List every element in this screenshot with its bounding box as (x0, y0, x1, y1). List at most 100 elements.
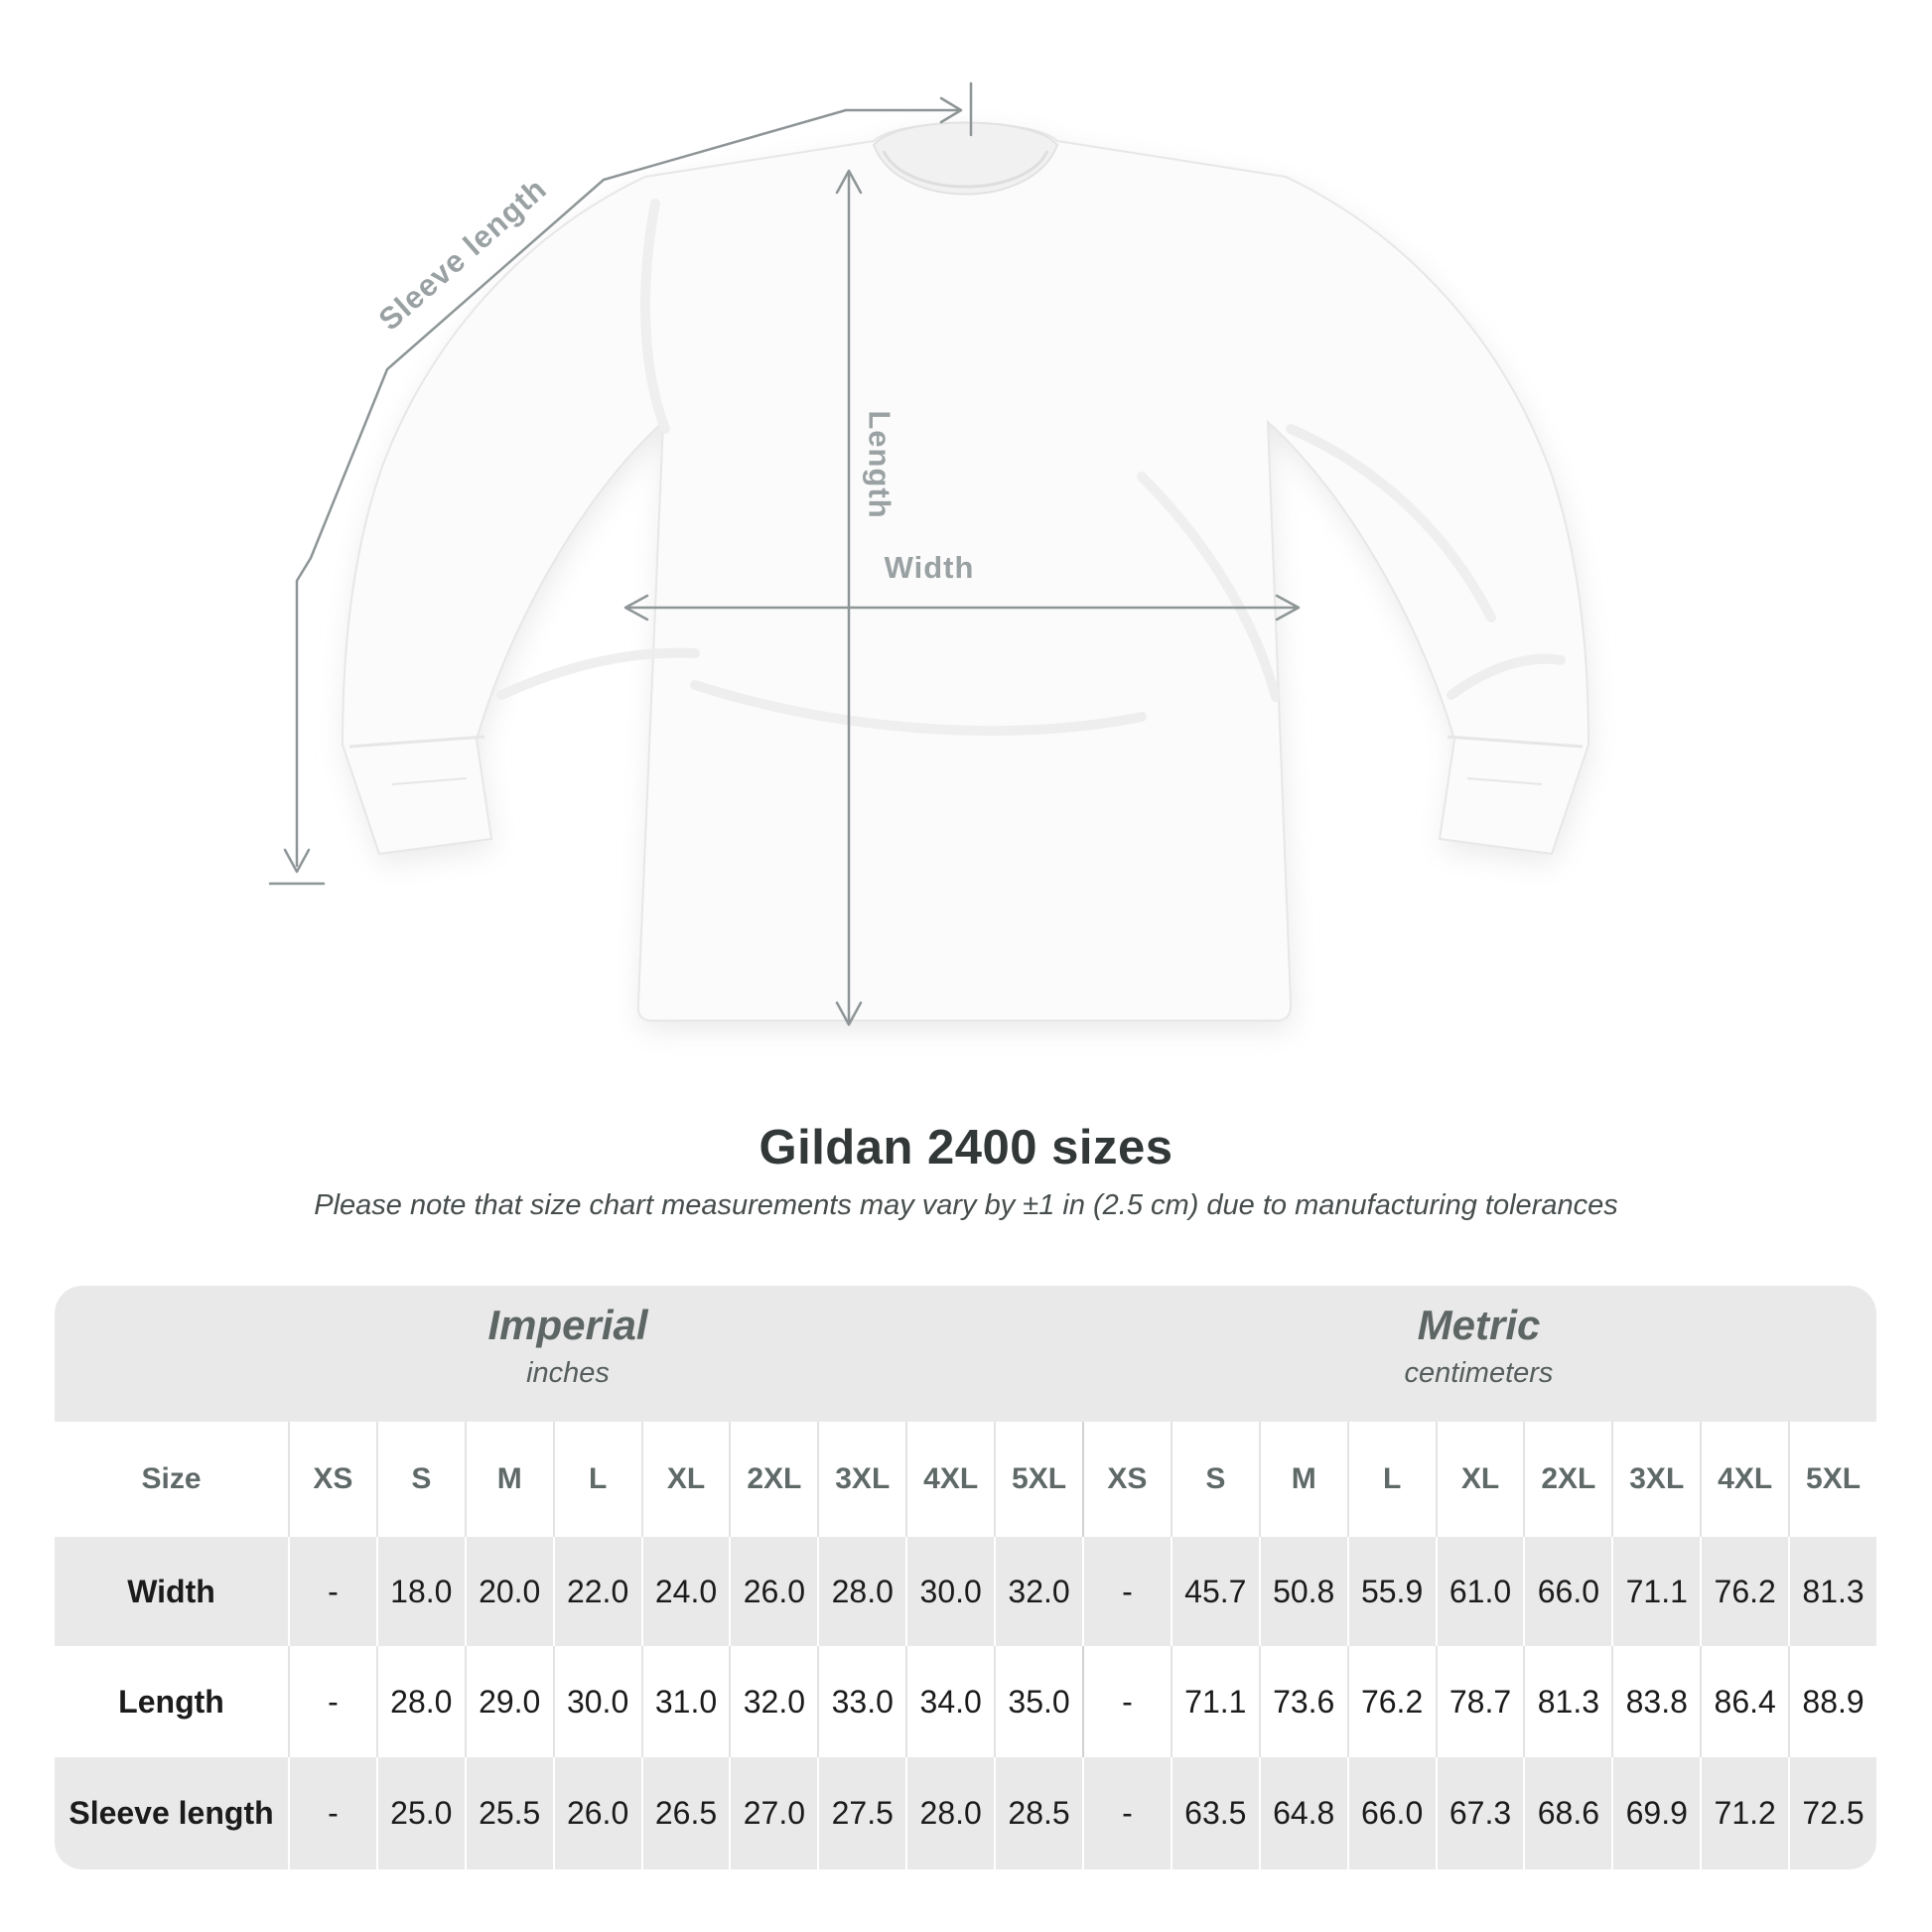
table-cell: 76.2 (1346, 1646, 1436, 1757)
table-cell: 66.0 (1523, 1537, 1612, 1646)
table-row-width: Width - 18.0 20.0 22.0 24.0 26.0 28.0 30… (55, 1537, 1876, 1646)
table-cell: 81.3 (1523, 1646, 1611, 1757)
table-cell: 28.0 (817, 1537, 906, 1646)
cuff-seams (348, 735, 1584, 785)
row-label: Sleeve length (55, 1757, 288, 1869)
size-col-header: 2XL (729, 1422, 817, 1537)
metric-unit-sub: centimeters (1404, 1357, 1554, 1389)
size-col-header: M (1258, 1422, 1347, 1537)
table-cell: - (288, 1537, 376, 1646)
size-col-header: XS (1081, 1422, 1171, 1537)
table-cell: 27.0 (729, 1757, 818, 1869)
size-col-header: 4XL (905, 1422, 994, 1537)
table-cell: 68.6 (1523, 1757, 1612, 1869)
imperial-unit-name: Imperial (487, 1302, 648, 1348)
table-cell: 71.1 (1611, 1537, 1701, 1646)
sleeve-measure-line (295, 108, 848, 868)
table-cell: 78.7 (1435, 1646, 1524, 1757)
table-cell: 63.5 (1170, 1757, 1259, 1869)
size-col-header: 3XL (817, 1422, 905, 1537)
table-cell: 32.0 (994, 1537, 1082, 1646)
table-row-length: Length - 28.0 29.0 30.0 31.0 32.0 33.0 3… (55, 1646, 1876, 1757)
shirt-folds (496, 199, 1566, 736)
size-col-header: XS (288, 1422, 376, 1537)
size-col-header: 5XL (1788, 1422, 1876, 1537)
metric-unit-group: Metric centimeters (1081, 1302, 1876, 1390)
table-cell: 30.0 (905, 1537, 995, 1646)
table-cell: 22.0 (552, 1537, 641, 1646)
size-col-header: 5XL (994, 1422, 1082, 1537)
table-cell: 50.8 (1258, 1537, 1347, 1646)
table-cell: 83.8 (1611, 1646, 1700, 1757)
size-col-header: S (375, 1422, 465, 1537)
row-label: Width (55, 1537, 288, 1646)
table-cell: 26.5 (640, 1757, 730, 1869)
width-measure-left-arrow (623, 594, 649, 621)
table-cell: 88.9 (1788, 1646, 1876, 1757)
table-cell: - (288, 1757, 376, 1869)
measure-lines (268, 81, 1301, 1027)
table-cell: 30.0 (552, 1646, 641, 1757)
table-cell: 24.0 (640, 1537, 730, 1646)
table-cell: 28.0 (375, 1646, 465, 1757)
size-col-header: L (1346, 1422, 1436, 1537)
shirt-collar (872, 121, 1059, 196)
table-cell: 35.0 (994, 1646, 1082, 1757)
width-measure-right-arrow (1275, 594, 1301, 621)
table-cell: 25.0 (375, 1757, 465, 1869)
table-cell: 64.8 (1258, 1757, 1347, 1869)
size-header-label: Size (141, 1462, 202, 1495)
collar-rib-seam (882, 150, 1049, 189)
table-cell: - (288, 1646, 376, 1757)
table-cell: 25.5 (464, 1757, 553, 1869)
shirt-body (341, 122, 1590, 1022)
table-cell: 55.9 (1346, 1537, 1436, 1646)
table-cell: 33.0 (817, 1646, 905, 1757)
shirt-diagram: Sleeve length Length Width (268, 81, 1590, 1031)
table-cell: 26.0 (552, 1757, 641, 1869)
size-table: Imperial inches Metric centimeters Size … (55, 1286, 1876, 1869)
table-cell: 18.0 (375, 1537, 465, 1646)
page-subtitle: Please note that size chart measurements… (314, 1189, 1618, 1221)
size-col-header: XL (1435, 1422, 1524, 1537)
table-cell: 73.6 (1258, 1646, 1347, 1757)
table-cell: 72.5 (1788, 1757, 1876, 1869)
sleeve-measure-top-arrow (844, 96, 963, 124)
table-cell: 31.0 (640, 1646, 730, 1757)
size-col-header: M (464, 1422, 553, 1537)
table-cell: 71.1 (1170, 1646, 1259, 1757)
table-cell: - (1081, 1757, 1171, 1869)
imperial-unit-group: Imperial inches (55, 1302, 1081, 1390)
table-cell: - (1081, 1646, 1171, 1757)
table-cell: 86.4 (1700, 1646, 1788, 1757)
size-col-header: XL (640, 1422, 730, 1537)
table-cell: 27.5 (817, 1757, 906, 1869)
table-cell: 66.0 (1346, 1757, 1436, 1869)
table-cell: 29.0 (464, 1646, 553, 1757)
size-col-header: 4XL (1700, 1422, 1788, 1537)
table-cell: 81.3 (1788, 1537, 1876, 1646)
table-cell: 28.0 (905, 1757, 995, 1869)
size-col-header: 2XL (1523, 1422, 1611, 1537)
table-cell: 67.3 (1435, 1757, 1524, 1869)
metric-unit-name: Metric (1417, 1302, 1541, 1348)
table-cell: 71.2 (1700, 1757, 1789, 1869)
table-cell: 28.5 (994, 1757, 1082, 1869)
table-cell: 34.0 (905, 1646, 994, 1757)
table-cell: 45.7 (1170, 1537, 1259, 1646)
size-col-header: L (552, 1422, 641, 1537)
size-col-header: S (1170, 1422, 1259, 1537)
table-row-sleeve-length: Sleeve length - 25.0 25.5 26.0 26.5 27.0… (55, 1757, 1876, 1869)
imperial-unit-sub: inches (526, 1357, 610, 1389)
table-cell: 26.0 (729, 1537, 818, 1646)
table-cell: 20.0 (464, 1537, 553, 1646)
table-cell: 61.0 (1435, 1537, 1524, 1646)
length-measure-bottom-arrow (835, 1001, 863, 1027)
length-label: Length (863, 410, 897, 518)
table-cell: 69.9 (1611, 1757, 1701, 1869)
table-cell: - (1081, 1537, 1171, 1646)
table-cell: 32.0 (729, 1646, 817, 1757)
width-label: Width (885, 550, 975, 585)
table-cell: 76.2 (1700, 1537, 1789, 1646)
